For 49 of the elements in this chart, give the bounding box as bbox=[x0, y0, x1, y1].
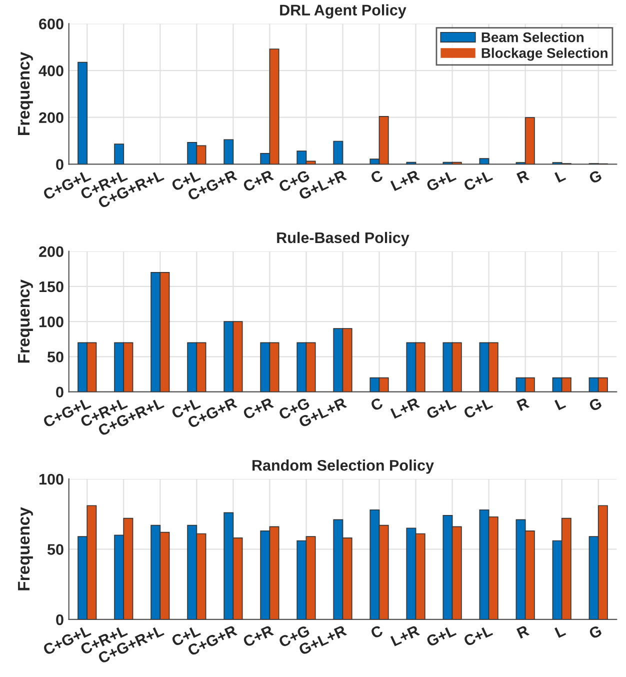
y-tick-label: 100 bbox=[39, 474, 64, 485]
bar bbox=[224, 139, 234, 164]
chart-title: Random Selection Policy bbox=[252, 460, 434, 474]
y-tick-label: 600 bbox=[39, 18, 64, 30]
y-tick-label: 50 bbox=[47, 544, 64, 555]
chart-title: DRL Agent Policy bbox=[280, 4, 406, 19]
x-tick-label: C bbox=[370, 624, 384, 639]
y-tick-label: 0 bbox=[56, 614, 64, 626]
x-tick-label: L+R bbox=[390, 624, 420, 646]
bar bbox=[114, 144, 124, 164]
y-axis-title: Frequency bbox=[18, 507, 33, 590]
y-tick-label: 0 bbox=[56, 386, 64, 398]
x-tick-label: L bbox=[554, 397, 566, 410]
x-tick-label: C+R bbox=[242, 170, 274, 192]
bar bbox=[479, 158, 490, 164]
x-tick-label: R bbox=[516, 624, 530, 639]
y-tick-label: 200 bbox=[39, 246, 64, 258]
x-tick-label: G bbox=[588, 625, 602, 640]
bar bbox=[333, 140, 344, 164]
x-tick-label: C bbox=[370, 170, 384, 184]
x-tick-label: G+L bbox=[426, 170, 457, 192]
x-tick-label: G+L bbox=[426, 624, 457, 647]
x-tick-label: L+R bbox=[390, 397, 420, 419]
chart-title: Rule-Based Policy bbox=[277, 232, 410, 246]
x-tick-label: C+R bbox=[242, 397, 274, 420]
x-tick-label: C+L bbox=[462, 170, 494, 192]
y-axis-title: Frequency bbox=[18, 52, 33, 135]
bar bbox=[78, 62, 88, 164]
legend-label: Beam Selection bbox=[482, 32, 584, 42]
x-tick-label: C bbox=[370, 397, 384, 412]
x-tick-label: R bbox=[516, 170, 530, 184]
x-tick-label: C+L bbox=[462, 397, 494, 419]
y-tick-label: 100 bbox=[39, 316, 64, 328]
y-tick-label: 200 bbox=[39, 112, 64, 124]
y-tick-label: 400 bbox=[38, 65, 64, 76]
x-tick-label: L bbox=[554, 625, 566, 638]
x-tick-label: G bbox=[588, 397, 602, 412]
x-tick-label: C+L bbox=[462, 624, 494, 647]
y-tick-label: 150 bbox=[39, 281, 64, 292]
x-tick-label: L+R bbox=[390, 170, 420, 192]
y-tick-label: 0 bbox=[56, 159, 64, 170]
x-tick-label: R bbox=[516, 397, 530, 411]
legend-label: Blockage Selection bbox=[482, 48, 608, 61]
y-tick-label: 50 bbox=[47, 352, 64, 362]
x-tick-label: C+R bbox=[242, 624, 274, 648]
x-tick-label: G+L bbox=[426, 397, 457, 420]
x-tick-label: L bbox=[554, 170, 566, 183]
y-axis-title: Frequency bbox=[18, 280, 33, 363]
x-tick-label: G bbox=[588, 170, 602, 184]
